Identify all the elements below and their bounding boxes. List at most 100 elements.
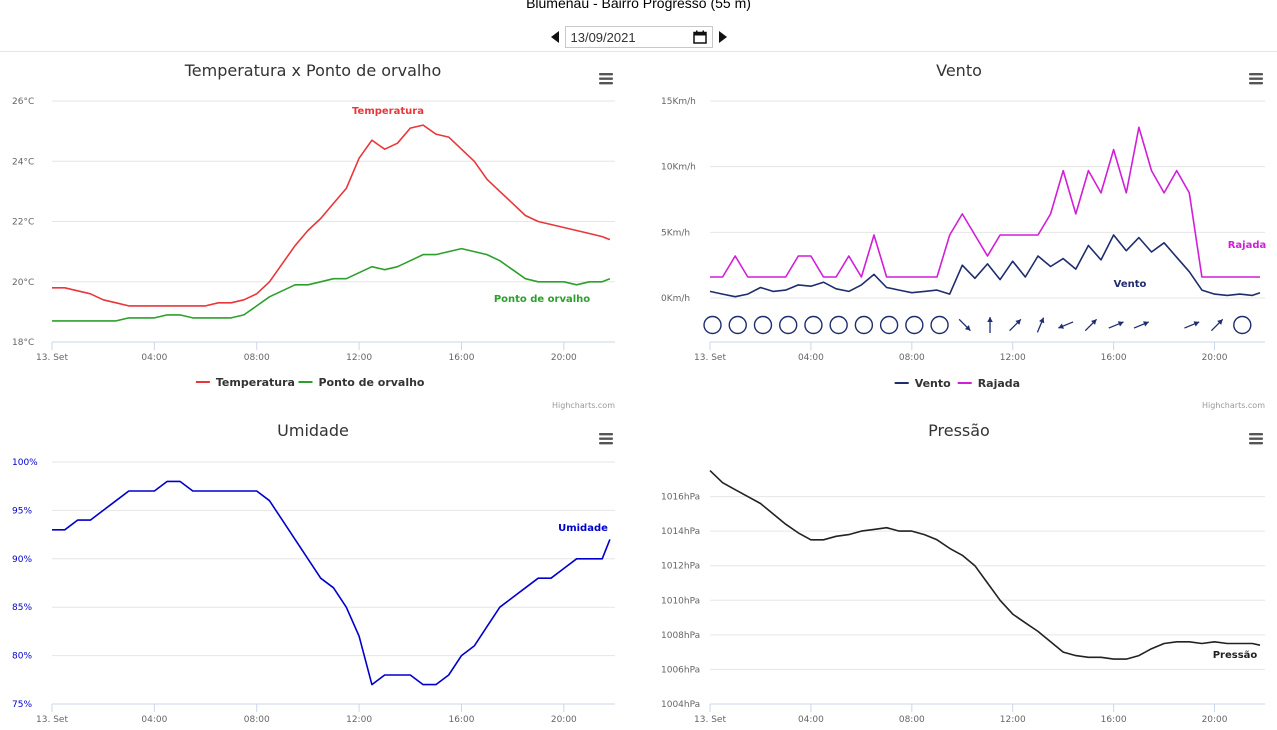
wind-direction-row	[703, 315, 1252, 335]
x-tick-label: 12:00	[346, 715, 372, 725]
x-tick-label: 20:00	[1202, 353, 1228, 363]
legend-item[interactable]: Rajada	[957, 377, 1020, 390]
legend-label: Vento	[915, 377, 951, 390]
wind-arrow-head	[964, 325, 971, 331]
x-tick-label: 04:00	[141, 715, 167, 725]
x-tick-label: 16:00	[448, 715, 474, 725]
y-tick-label: 18°C	[12, 338, 34, 348]
chart-title: Vento	[936, 61, 982, 80]
series-line-pressão	[709, 470, 1261, 660]
y-tick-label: 90%	[12, 555, 32, 565]
x-tick-label: 13. Set	[36, 715, 68, 725]
x-tick-label: 04:00	[141, 353, 167, 363]
x-tick-label: 08:00	[244, 353, 270, 363]
x-tick-label: 08:00	[899, 715, 925, 725]
chart-svg-temp: Temperatura x Ponto de orvalho 18°C 20°C 22…	[12, 61, 615, 410]
calm-circle-icon	[753, 315, 773, 335]
calm-circle-icon	[854, 315, 874, 335]
date-navigation: 13/09/2021	[0, 24, 1277, 50]
x-tick-label: 08:00	[244, 715, 270, 725]
chart-title: Temperatura x Ponto de orvalho	[184, 61, 442, 80]
chart-pressure: Pressão 1004hPa 1006hPa 1008hPa 1010hPa 1012h…	[645, 412, 1277, 725]
series-data-label: Ponto de orvalho	[494, 294, 590, 305]
legend-item[interactable]: Ponto de orvalho	[298, 376, 425, 389]
y-tick-label: 1012hPa	[661, 562, 700, 572]
date-input-value: 13/09/2021	[570, 29, 636, 45]
y-tick-label: 1008hPa	[661, 631, 700, 641]
calm-circle-icon	[804, 315, 823, 335]
calm-circle-icon	[703, 315, 722, 335]
x-tick-label: 13. Set	[36, 353, 68, 363]
calm-circle-icon	[829, 315, 848, 335]
y-tick-label: 20°C	[12, 278, 34, 288]
chart-title: Umidade	[277, 421, 349, 440]
y-tick-label: 75%	[12, 700, 32, 710]
hamburger-menu-icon[interactable]	[1248, 68, 1264, 85]
y-tick-label: 26°C	[12, 97, 34, 107]
chart-svg-hum: Umidade 75% 80% 85% 90% 95% 100% 13. Set 04:00 08…	[12, 421, 615, 725]
legend-label: Rajada	[978, 377, 1020, 390]
x-tick-label: 12:00	[1000, 353, 1026, 363]
y-tick-label: 1016hPa	[661, 493, 700, 503]
legend-label: Ponto de orvalho	[319, 376, 425, 389]
x-tick-label: 12:00	[1000, 715, 1026, 725]
chart-svg-pres: Pressão 1004hPa 1006hPa 1008hPa 1010hPa 1012h…	[661, 421, 1265, 725]
chevron-left-icon	[550, 31, 559, 43]
header-divider	[0, 51, 1277, 52]
legend-label: Temperatura	[216, 376, 295, 389]
x-tick-label: 13. Set	[694, 353, 726, 363]
date-input[interactable]: 13/09/2021	[564, 26, 713, 48]
y-tick-label: 22°C	[12, 218, 34, 228]
chart-wind: Vento 0Km/h 5Km/h 10Km/h 15Km/h 13. Set 04:00 0…	[645, 52, 1277, 412]
x-tick-label: 16:00	[448, 353, 474, 363]
wind-arrow-head	[1015, 319, 1021, 325]
chart-legend: Temperatura Ponto de orvalho	[195, 376, 425, 389]
x-tick-label: 16:00	[1101, 715, 1127, 725]
x-tick-label: 04:00	[798, 715, 824, 725]
x-tick-label: 20:00	[1202, 715, 1228, 725]
y-tick-label: 5Km/h	[661, 228, 690, 238]
legend-item[interactable]: Temperatura	[195, 376, 295, 389]
y-tick-label: 1006hPa	[661, 665, 700, 675]
calendar-icon[interactable]	[692, 30, 707, 44]
hamburger-menu-icon[interactable]	[598, 428, 614, 445]
next-day-button[interactable]	[717, 30, 729, 44]
legend-item[interactable]: Vento	[894, 377, 951, 390]
wind-arrow-head	[1193, 321, 1200, 327]
highcharts-credits: Highcharts.com	[1202, 401, 1265, 410]
highcharts-credits: Highcharts.com	[552, 401, 615, 410]
chart-legend: Vento Rajada	[894, 377, 1020, 390]
x-tick-label: 20:00	[551, 715, 577, 725]
x-tick-label: 16:00	[1101, 353, 1127, 363]
chevron-right-icon	[718, 31, 727, 43]
y-tick-label: 24°C	[12, 157, 34, 167]
calm-circle-icon	[779, 315, 798, 335]
y-tick-label: 10Km/h	[661, 163, 696, 173]
calm-circle-icon	[905, 315, 924, 335]
x-tick-label: 13. Set	[694, 715, 726, 725]
series-line-temperatura	[52, 124, 611, 307]
calm-circle-icon	[1233, 315, 1252, 335]
y-tick-label: 1010hPa	[661, 596, 700, 606]
series-data-label: Rajada	[1228, 240, 1267, 251]
hamburger-menu-icon[interactable]	[1248, 428, 1264, 445]
series-data-label: Umidade	[558, 523, 608, 534]
series-line-ponto-de-orvalho	[52, 247, 611, 322]
page-title: Blumenau - Bairro Progresso (55 m)	[526, 0, 751, 11]
hamburger-menu-icon[interactable]	[598, 68, 614, 85]
calm-circle-icon	[879, 315, 899, 335]
previous-day-button[interactable]	[549, 30, 561, 44]
y-tick-label: 100%	[12, 458, 38, 468]
y-tick-label: 0Km/h	[661, 294, 690, 304]
chart-temperature-dewpoint: Temperatura x Ponto de orvalho 18°C 20°C 22…	[0, 52, 630, 412]
y-tick-label: 1014hPa	[661, 527, 700, 537]
x-tick-label: 20:00	[551, 353, 577, 363]
series-data-label: Temperatura	[352, 106, 424, 117]
y-tick-label: 85%	[12, 603, 32, 613]
y-tick-label: 80%	[12, 652, 32, 662]
wind-arrow-head	[1058, 323, 1065, 329]
series-line-vento	[709, 234, 1261, 298]
y-tick-label: 95%	[12, 506, 32, 516]
y-tick-label: 15Km/h	[661, 97, 696, 107]
wind-arrow-head	[987, 317, 993, 322]
